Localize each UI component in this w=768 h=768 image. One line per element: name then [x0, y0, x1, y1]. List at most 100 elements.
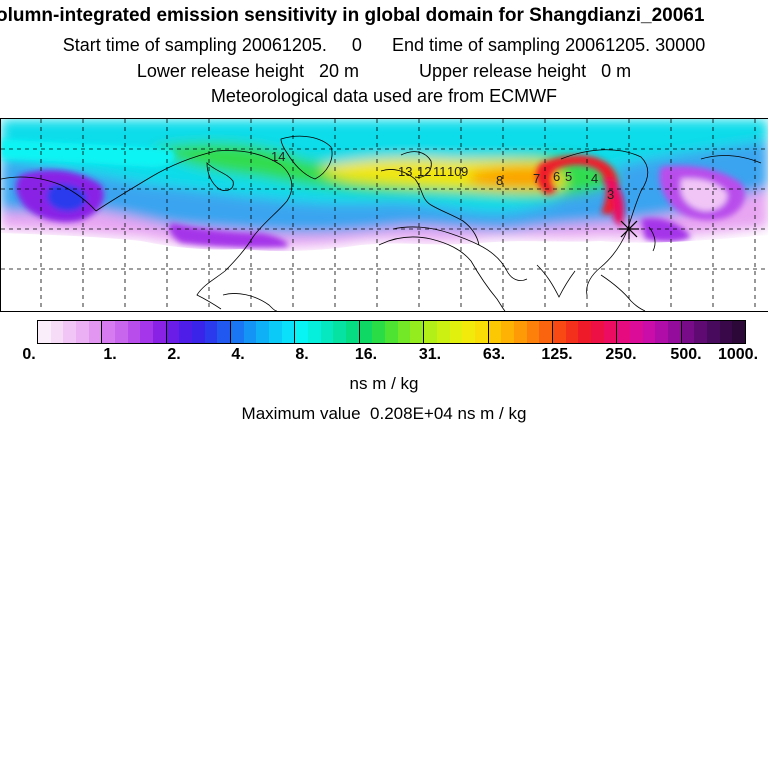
colorbar-segment — [578, 321, 591, 343]
colorbar-segment — [179, 321, 193, 343]
colorbar-segment — [410, 321, 425, 343]
traj-label-10: 10 — [447, 164, 461, 179]
colorbar-segment — [76, 321, 89, 343]
end-label: End time of sampling — [391, 35, 561, 55]
colorbar-segment — [217, 321, 232, 343]
colorbar-segment — [590, 321, 604, 343]
cb-tick-0: 0. — [22, 346, 36, 363]
met-data-line: Meteorological data used are from ECMWF — [210, 86, 558, 106]
start-value: 20061205. 0 — [241, 35, 362, 55]
field-cyan-arctic — [1, 139, 175, 167]
start-label: Start time of sampling — [62, 35, 237, 55]
sampling-times: Start time of sampling 20061205. 0 End t… — [0, 35, 768, 56]
field-pale-pacific — [681, 178, 728, 211]
field-red-plume — [536, 155, 619, 215]
colorbar-segment — [204, 321, 218, 343]
colorbar-segment — [552, 321, 566, 343]
maximum-value: Maximum value 0.208E+04 ns m / kg — [0, 404, 768, 424]
coastline-hudson-bay — [206, 162, 234, 191]
colorbar-segment — [449, 321, 463, 343]
colorbar-segment — [269, 321, 282, 343]
cb-tick-5: 16. — [354, 346, 378, 363]
colorbar-tick-labels: 0. 1. 2. 4. 8. 16. 31. 63. 125. 250. 500… — [0, 346, 768, 366]
colorbar-segment — [603, 321, 618, 343]
colorbar-segment — [565, 321, 579, 343]
cb-tick-9: 250. — [605, 346, 637, 363]
colorbar-segment — [385, 321, 398, 343]
colorbar-segment — [719, 321, 733, 343]
cb-tick-2: 2. — [167, 346, 181, 363]
colorbar-segment — [38, 321, 51, 343]
trajectory-labels: 14 13 12 11 10 9 8 7 6 5 4 3 — [271, 149, 614, 202]
traj-label-14: 14 — [271, 149, 285, 164]
colorbar-segment — [462, 321, 475, 343]
colorbar-segment — [346, 321, 360, 343]
cb-tick-4: 8. — [295, 346, 309, 363]
colorbar-segment — [642, 321, 656, 343]
traj-label-12: 12 — [417, 164, 431, 179]
max-label: Maximum value — [241, 404, 361, 423]
cb-tick-11: 1000. — [717, 346, 759, 363]
colorbar-segment — [192, 321, 205, 343]
colorbar-segment — [694, 321, 707, 343]
colorbar-segment — [655, 321, 668, 343]
colorbar-segment — [153, 321, 167, 343]
cb-tick-6: 31. — [418, 346, 442, 363]
traj-label-11: 11 — [433, 164, 447, 179]
upper-label: Upper release height — [419, 61, 587, 81]
colorbar-segment — [333, 321, 347, 343]
colorbar-segment — [372, 321, 386, 343]
map-title: olumn-integrated emission sensitivity in… — [0, 5, 705, 26]
lower-label: Lower release height — [136, 61, 304, 81]
colorbar-segment — [359, 321, 373, 343]
colorbar-segment — [231, 321, 244, 343]
no-data-region — [1, 233, 768, 311]
cb-tick-1: 1. — [103, 346, 117, 363]
colorbar-segment — [681, 321, 695, 343]
colorbar-segment — [102, 321, 116, 343]
colorbar-segment — [513, 321, 527, 343]
cb-tick-3: 4. — [231, 346, 245, 363]
traj-label-9: 9 — [461, 164, 468, 179]
coastline-africa — [378, 236, 506, 311]
receptor-marker — [619, 219, 639, 239]
colorbar-segment — [256, 321, 270, 343]
coastline-greenland — [280, 135, 333, 180]
coastline-north-america — [95, 150, 293, 310]
colorbar-segment — [732, 321, 745, 343]
coastline-arabia — [478, 244, 528, 281]
colorbar-segment — [397, 321, 411, 343]
colorbar-segment — [667, 321, 682, 343]
end-value: 20061205. 30000 — [565, 35, 706, 55]
colorbar-segment — [63, 321, 77, 343]
colorbar-segment — [488, 321, 502, 343]
cb-tick-10: 500. — [670, 346, 702, 363]
colorbar-segment — [706, 321, 720, 343]
colorbar-segment — [308, 321, 321, 343]
field-blue-atlantic-eddy — [46, 183, 87, 212]
coastline-mediterranean — [392, 226, 480, 246]
colorbar — [37, 320, 746, 344]
sensitivity-map: 14 13 12 11 10 9 8 7 6 5 4 3 — [0, 118, 768, 312]
colorbar-segment — [501, 321, 514, 343]
coastlines — [1, 135, 762, 311]
coastline-south-america — [222, 293, 278, 311]
colorbar-segment — [281, 321, 296, 343]
max-value: 0.208E+04 ns m / kg — [370, 404, 527, 423]
coastline-southeast-asia — [600, 274, 646, 311]
colorbar-segment — [50, 321, 64, 343]
colorbar-segment — [424, 321, 437, 343]
traj-label-13: 13 — [398, 164, 412, 179]
colorbar-segment — [295, 321, 309, 343]
colorbar-units: ns m / kg — [349, 374, 419, 393]
colorbar-segment — [320, 321, 334, 343]
cb-tick-7: 63. — [482, 346, 506, 363]
traj-label-3: 3 — [607, 187, 614, 202]
coastline-asia-east — [560, 149, 649, 296]
colorbar-segment — [127, 321, 141, 343]
sensitivity-field — [1, 119, 768, 311]
colorbar-segment — [474, 321, 489, 343]
traj-label-6: 6 — [553, 169, 560, 184]
upper-value: 0 m — [601, 61, 632, 81]
colorbar-segment — [539, 321, 553, 343]
